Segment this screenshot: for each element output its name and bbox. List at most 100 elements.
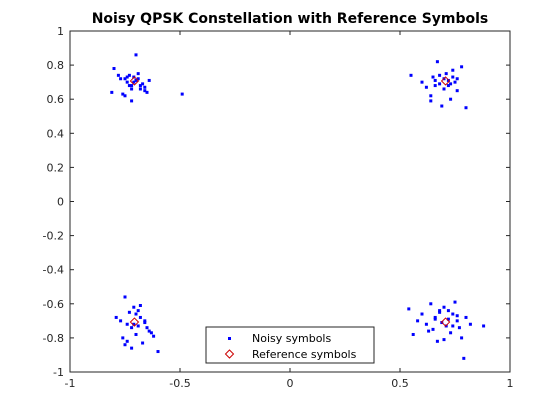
legend-noisy-label: Noisy symbols <box>252 332 331 345</box>
noisy-symbol-point <box>116 73 120 77</box>
noisy-symbol-point <box>127 73 131 77</box>
legend-reference-label: Reference symbols <box>252 348 357 361</box>
noisy-symbol-point <box>130 84 134 88</box>
noisy-symbol-point <box>141 341 145 345</box>
noisy-symbol-point <box>130 326 134 330</box>
noisy-symbol-point <box>110 90 114 94</box>
noisy-symbol-point <box>134 78 138 82</box>
noisy-symbol-point <box>141 82 145 86</box>
x-tick-label: 1 <box>507 377 514 390</box>
noisy-symbol-point <box>420 312 424 316</box>
noisy-symbol-point <box>451 68 455 72</box>
plot-area <box>69 30 511 373</box>
noisy-symbol-point <box>442 338 446 342</box>
noisy-symbol-point <box>438 309 442 313</box>
noisy-symbol-point <box>444 72 448 76</box>
noisy-symbol-point <box>435 339 439 343</box>
noisy-symbol-point <box>464 315 468 319</box>
y-tick-label: -0.4 <box>43 264 64 277</box>
noisy-symbol-point <box>145 90 149 94</box>
noisy-symbol-point <box>123 94 127 98</box>
noisy-symbol-point <box>435 60 439 64</box>
chart-title: Noisy QPSK Constellation with Reference … <box>92 11 489 27</box>
noisy-symbol-point <box>468 322 472 326</box>
noisy-symbol-point <box>457 326 461 330</box>
legend-reference-marker <box>224 349 235 359</box>
x-tick-label: 0 <box>287 377 294 390</box>
noisy-symbol-point <box>123 343 127 347</box>
noisy-symbol-point <box>156 350 160 354</box>
x-tick-label: 0.5 <box>391 377 409 390</box>
noisy-symbol-point <box>409 73 413 77</box>
noisy-symbol-point <box>433 317 437 321</box>
noisy-symbol-point <box>446 317 450 321</box>
noisy-symbol-point <box>152 334 156 338</box>
noisy-symbol-point <box>455 319 459 323</box>
noisy-symbol-point <box>433 315 437 319</box>
noisy-symbol-point <box>455 89 459 93</box>
noisy-symbol-point <box>125 80 129 84</box>
noisy-symbol-point <box>130 87 134 91</box>
noisy-symbol-point <box>411 332 415 336</box>
y-tick-label: -0.6 <box>43 298 64 311</box>
noisy-symbol-point <box>451 324 455 328</box>
noisy-symbol-point <box>127 310 131 314</box>
noisy-symbol-point <box>119 319 123 323</box>
x-tick-label: -0.5 <box>169 377 190 390</box>
noisy-symbol-point <box>424 85 428 89</box>
noisy-symbol-point <box>424 322 428 326</box>
noisy-symbol-point <box>453 80 457 84</box>
noisy-symbol-point <box>134 53 138 57</box>
noisy-symbol-point <box>143 85 147 89</box>
x-tick-label: -1 <box>65 377 76 390</box>
noisy-symbol-point <box>442 305 446 309</box>
noisy-symbol-point <box>455 314 459 318</box>
noisy-symbol-point <box>429 99 433 103</box>
noisy-symbol-point <box>134 312 138 316</box>
noisy-symbol-point <box>446 309 450 313</box>
noisy-symbol-point <box>440 104 444 108</box>
noisy-symbol-point <box>145 326 149 330</box>
noisy-symbol-point <box>453 300 457 304</box>
y-tick-label: 0.4 <box>47 127 65 140</box>
noisy-symbol-point <box>429 94 433 98</box>
reference-symbol-point <box>440 76 451 86</box>
noisy-symbol-point <box>442 87 446 91</box>
y-tick-label: -0.8 <box>43 332 64 345</box>
legend-noisy-marker <box>228 337 231 340</box>
noisy-symbol-point <box>134 332 138 336</box>
y-tick-label: -1 <box>53 366 64 379</box>
noisy-symbol-point <box>449 331 453 335</box>
noisy-symbol-point <box>431 75 435 79</box>
data-marks <box>110 53 486 360</box>
legend: Noisy symbols Reference symbols <box>205 326 375 364</box>
noisy-symbol-point <box>143 89 147 93</box>
noisy-symbol-point <box>451 312 455 316</box>
noisy-symbol-point <box>125 75 129 79</box>
noisy-symbol-point <box>130 346 134 350</box>
noisy-symbol-point <box>451 75 455 79</box>
noisy-symbol-point <box>130 99 134 103</box>
noisy-symbol-point <box>138 87 142 91</box>
noisy-symbol-point <box>449 97 453 101</box>
noisy-symbol-point <box>416 319 420 323</box>
noisy-symbol-point <box>431 327 435 331</box>
noisy-symbol-point <box>127 84 131 88</box>
noisy-symbol-point <box>462 356 466 360</box>
noisy-symbol-point <box>138 304 142 308</box>
noisy-symbol-point <box>438 310 442 314</box>
axis-ticks: -1 -0.5 0 0.5 1 -1 -0.8 -0.6 -0.4 -0.2 0 0.2 0.4 0.6 0… <box>43 25 514 390</box>
noisy-symbol-point <box>125 339 129 343</box>
noisy-symbol-point <box>119 77 123 81</box>
noisy-symbol-point <box>136 324 140 328</box>
noisy-symbol-point <box>138 84 142 88</box>
noisy-symbol-point <box>446 84 450 88</box>
noisy-symbol-point <box>132 80 136 84</box>
noisy-symbol-point <box>123 77 127 81</box>
noisy-symbol-point <box>114 315 118 319</box>
noisy-symbol-point <box>482 324 486 328</box>
reference-symbol-point <box>129 76 140 86</box>
noisy-symbol-point <box>420 80 424 84</box>
y-tick-label: 1 <box>57 25 64 38</box>
